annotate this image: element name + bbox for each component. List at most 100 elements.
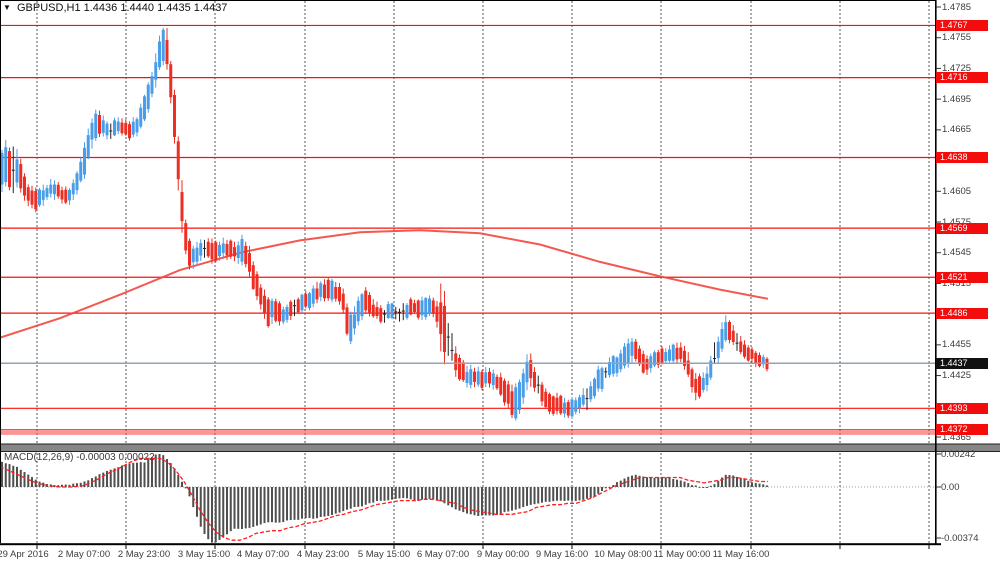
macd-histogram-bar <box>72 483 75 487</box>
current-price-badge: 1.4437 <box>936 357 988 369</box>
macd-histogram-bar <box>706 487 708 488</box>
ohlc-open: 1.4436 <box>83 2 118 14</box>
macd-histogram-bar <box>751 482 753 487</box>
time-axis-label: 5 May 15:00 <box>357 549 411 560</box>
macd-histogram-bar <box>466 487 468 514</box>
candle-body <box>49 184 53 194</box>
candle-body <box>634 341 638 359</box>
price-axis-tick-label: 1.4365 <box>942 431 972 443</box>
candle-body <box>660 348 664 364</box>
macd-histogram-bar <box>728 475 731 487</box>
price-axis-tick-label: 1.4605 <box>942 185 972 197</box>
macd-histogram-bar <box>541 487 543 503</box>
macd-signal-line[interactable] <box>0 457 768 541</box>
macd-histogram-bar <box>514 487 517 510</box>
macd-histogram-bar <box>12 465 15 487</box>
candle-body <box>334 286 338 299</box>
candle-body <box>105 123 109 136</box>
candle-body <box>555 397 559 411</box>
candle-body <box>41 190 45 200</box>
time-axis-label: 10 May 08:00 <box>594 549 652 560</box>
candle-body <box>135 119 139 133</box>
candle-body <box>604 371 608 373</box>
candle-body <box>563 402 566 414</box>
candle-body <box>150 76 154 94</box>
candle-body <box>293 305 296 307</box>
macd-histogram-bar <box>402 487 405 499</box>
macd-histogram-bar <box>646 477 648 487</box>
macd-histogram-bar <box>661 477 663 487</box>
macd-histogram-bar <box>383 487 386 501</box>
candle-body <box>728 321 731 340</box>
macd-histogram-bar <box>229 487 232 532</box>
macd-histogram-bar <box>132 462 135 487</box>
macd-histogram-bar <box>8 464 11 487</box>
price-axis-tick-label: 1.4515 <box>942 277 972 289</box>
candle-body <box>86 135 90 157</box>
candle-body <box>465 371 469 384</box>
macd-histogram-bar <box>151 457 153 487</box>
macd-histogram-bar <box>443 487 446 504</box>
macd-histogram-bar <box>492 487 495 516</box>
macd-histogram-bar <box>454 487 457 510</box>
macd-main-value: -0.00003 <box>76 452 116 463</box>
candle-body <box>623 346 626 366</box>
candle-body <box>394 311 398 313</box>
macd-histogram-bar <box>124 464 127 487</box>
candle-body <box>240 239 244 262</box>
candle-body <box>506 384 510 404</box>
macd-histogram-bar <box>42 482 45 487</box>
candle-body <box>53 184 56 195</box>
macd-histogram-bar <box>709 485 712 487</box>
sr-price-badge: 1.4716 <box>936 72 988 84</box>
macd-histogram-bar <box>451 487 453 508</box>
symbol-menu-icon[interactable]: ▼ <box>3 3 11 12</box>
macd-histogram-bar <box>544 487 547 502</box>
macd-histogram-bar <box>312 487 315 519</box>
macd-histogram-bar <box>601 487 603 491</box>
macd-histogram-bar <box>121 465 123 487</box>
candle-body <box>169 64 173 98</box>
candle-body <box>8 151 11 188</box>
candle-body <box>540 384 544 402</box>
sr-band[interactable] <box>0 430 935 435</box>
macd-histogram-bar <box>98 474 101 487</box>
macd-histogram-bar <box>447 487 450 506</box>
macd-histogram-bar <box>488 487 491 516</box>
macd-histogram-bar <box>57 485 60 487</box>
pane-separator[interactable] <box>0 444 1000 452</box>
candle-body <box>319 283 323 297</box>
macd-histogram-bar <box>657 477 660 487</box>
candle-body <box>263 295 266 314</box>
macd-histogram-bar <box>68 484 71 487</box>
macd-histogram-bar <box>256 487 258 526</box>
candle-body <box>236 245 240 259</box>
candle-body <box>19 164 23 189</box>
candle-body <box>679 347 683 359</box>
candle-body <box>71 183 75 195</box>
candle-body <box>120 122 124 134</box>
ohlc-high: 1.4440 <box>120 2 154 14</box>
candle-body <box>128 124 131 139</box>
time-axis-label: 2 May 23:00 <box>117 549 171 560</box>
macd-histogram-bar <box>349 487 352 509</box>
chart-title: ▼ GBPUSD,H1 1.4436 1.4440 1.4435 1.4437 <box>3 2 227 14</box>
macd-histogram-bar <box>717 480 720 487</box>
time-axis-label: 3 May 15:00 <box>177 549 231 560</box>
candle-body <box>548 394 551 412</box>
price-axis-tick-label: 1.4575 <box>942 217 971 228</box>
moving-average-line[interactable] <box>0 229 769 339</box>
candle-body <box>368 295 371 314</box>
candle-body <box>191 248 195 263</box>
macd-histogram-bar <box>331 487 333 515</box>
candle-body <box>184 223 188 251</box>
candle-body <box>533 371 536 388</box>
candle-body <box>713 358 716 360</box>
candle-body <box>195 247 199 262</box>
macd-histogram-bar <box>361 487 363 507</box>
candle-body <box>551 396 555 414</box>
candle-body <box>656 352 660 365</box>
macd-histogram-bar <box>691 485 693 487</box>
